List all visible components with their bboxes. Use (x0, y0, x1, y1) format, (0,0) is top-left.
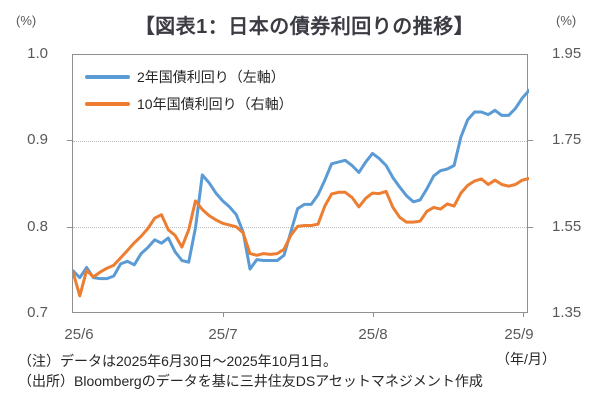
axis-tick-mark (523, 313, 524, 317)
right-axis-tick: 1.35 (552, 304, 582, 321)
x-axis-tick: 25/7 (208, 326, 238, 343)
x-axis-unit: （年/月） (496, 351, 556, 367)
axis-tick-mark (528, 140, 533, 141)
left-axis-unit: (%) (16, 13, 37, 28)
x-axis-tick: 25/6 (64, 326, 94, 343)
footnote-source: （出所）Bloombergのデータを基に三井住友DSアセットマネジメント作成 (18, 373, 483, 389)
plot-area: 2年国債利回り（左軸） 10年国債利回り（右軸） (72, 54, 529, 313)
legend-label-2y: 2年国債利回り（左軸） (137, 68, 285, 85)
axis-tick-mark (223, 313, 224, 317)
left-axis-tick: 0.8 (27, 218, 48, 235)
footnote-data-period: （注）データは2025年6月30日～2025年10月1日。 (18, 353, 338, 369)
x-axis-tick: 25/9 (504, 326, 534, 343)
right-axis-tick: 1.95 (552, 45, 582, 62)
legend-item-10y: 10年国債利回り（右軸） (85, 90, 293, 117)
chart-title: 【図表1：日本の債券利回りの推移】 (134, 16, 475, 38)
legend-item-2y: 2年国債利回り（左軸） (85, 63, 293, 90)
left-axis-tick: 0.9 (27, 131, 48, 148)
axis-tick-mark (67, 140, 72, 141)
right-axis-tick: 1.55 (552, 218, 582, 235)
gridline (73, 141, 527, 142)
axis-tick-mark (528, 227, 533, 228)
axis-tick-mark (67, 227, 72, 228)
legend-line-blue (85, 74, 130, 79)
legend-label-10y: 10年国債利回り（右軸） (137, 95, 293, 112)
chart-lines (73, 88, 529, 298)
left-axis-tick: 1.0 (27, 45, 48, 62)
legend-line-orange (85, 101, 130, 106)
right-axis-unit: (%) (556, 13, 577, 28)
legend: 2年国債利回り（左軸） 10年国債利回り（右軸） (85, 63, 293, 117)
axis-tick-mark (373, 313, 374, 317)
left-axis-tick: 0.7 (27, 304, 48, 321)
x-axis-tick: 25/8 (358, 326, 388, 343)
right-axis-tick: 1.75 (552, 131, 582, 148)
